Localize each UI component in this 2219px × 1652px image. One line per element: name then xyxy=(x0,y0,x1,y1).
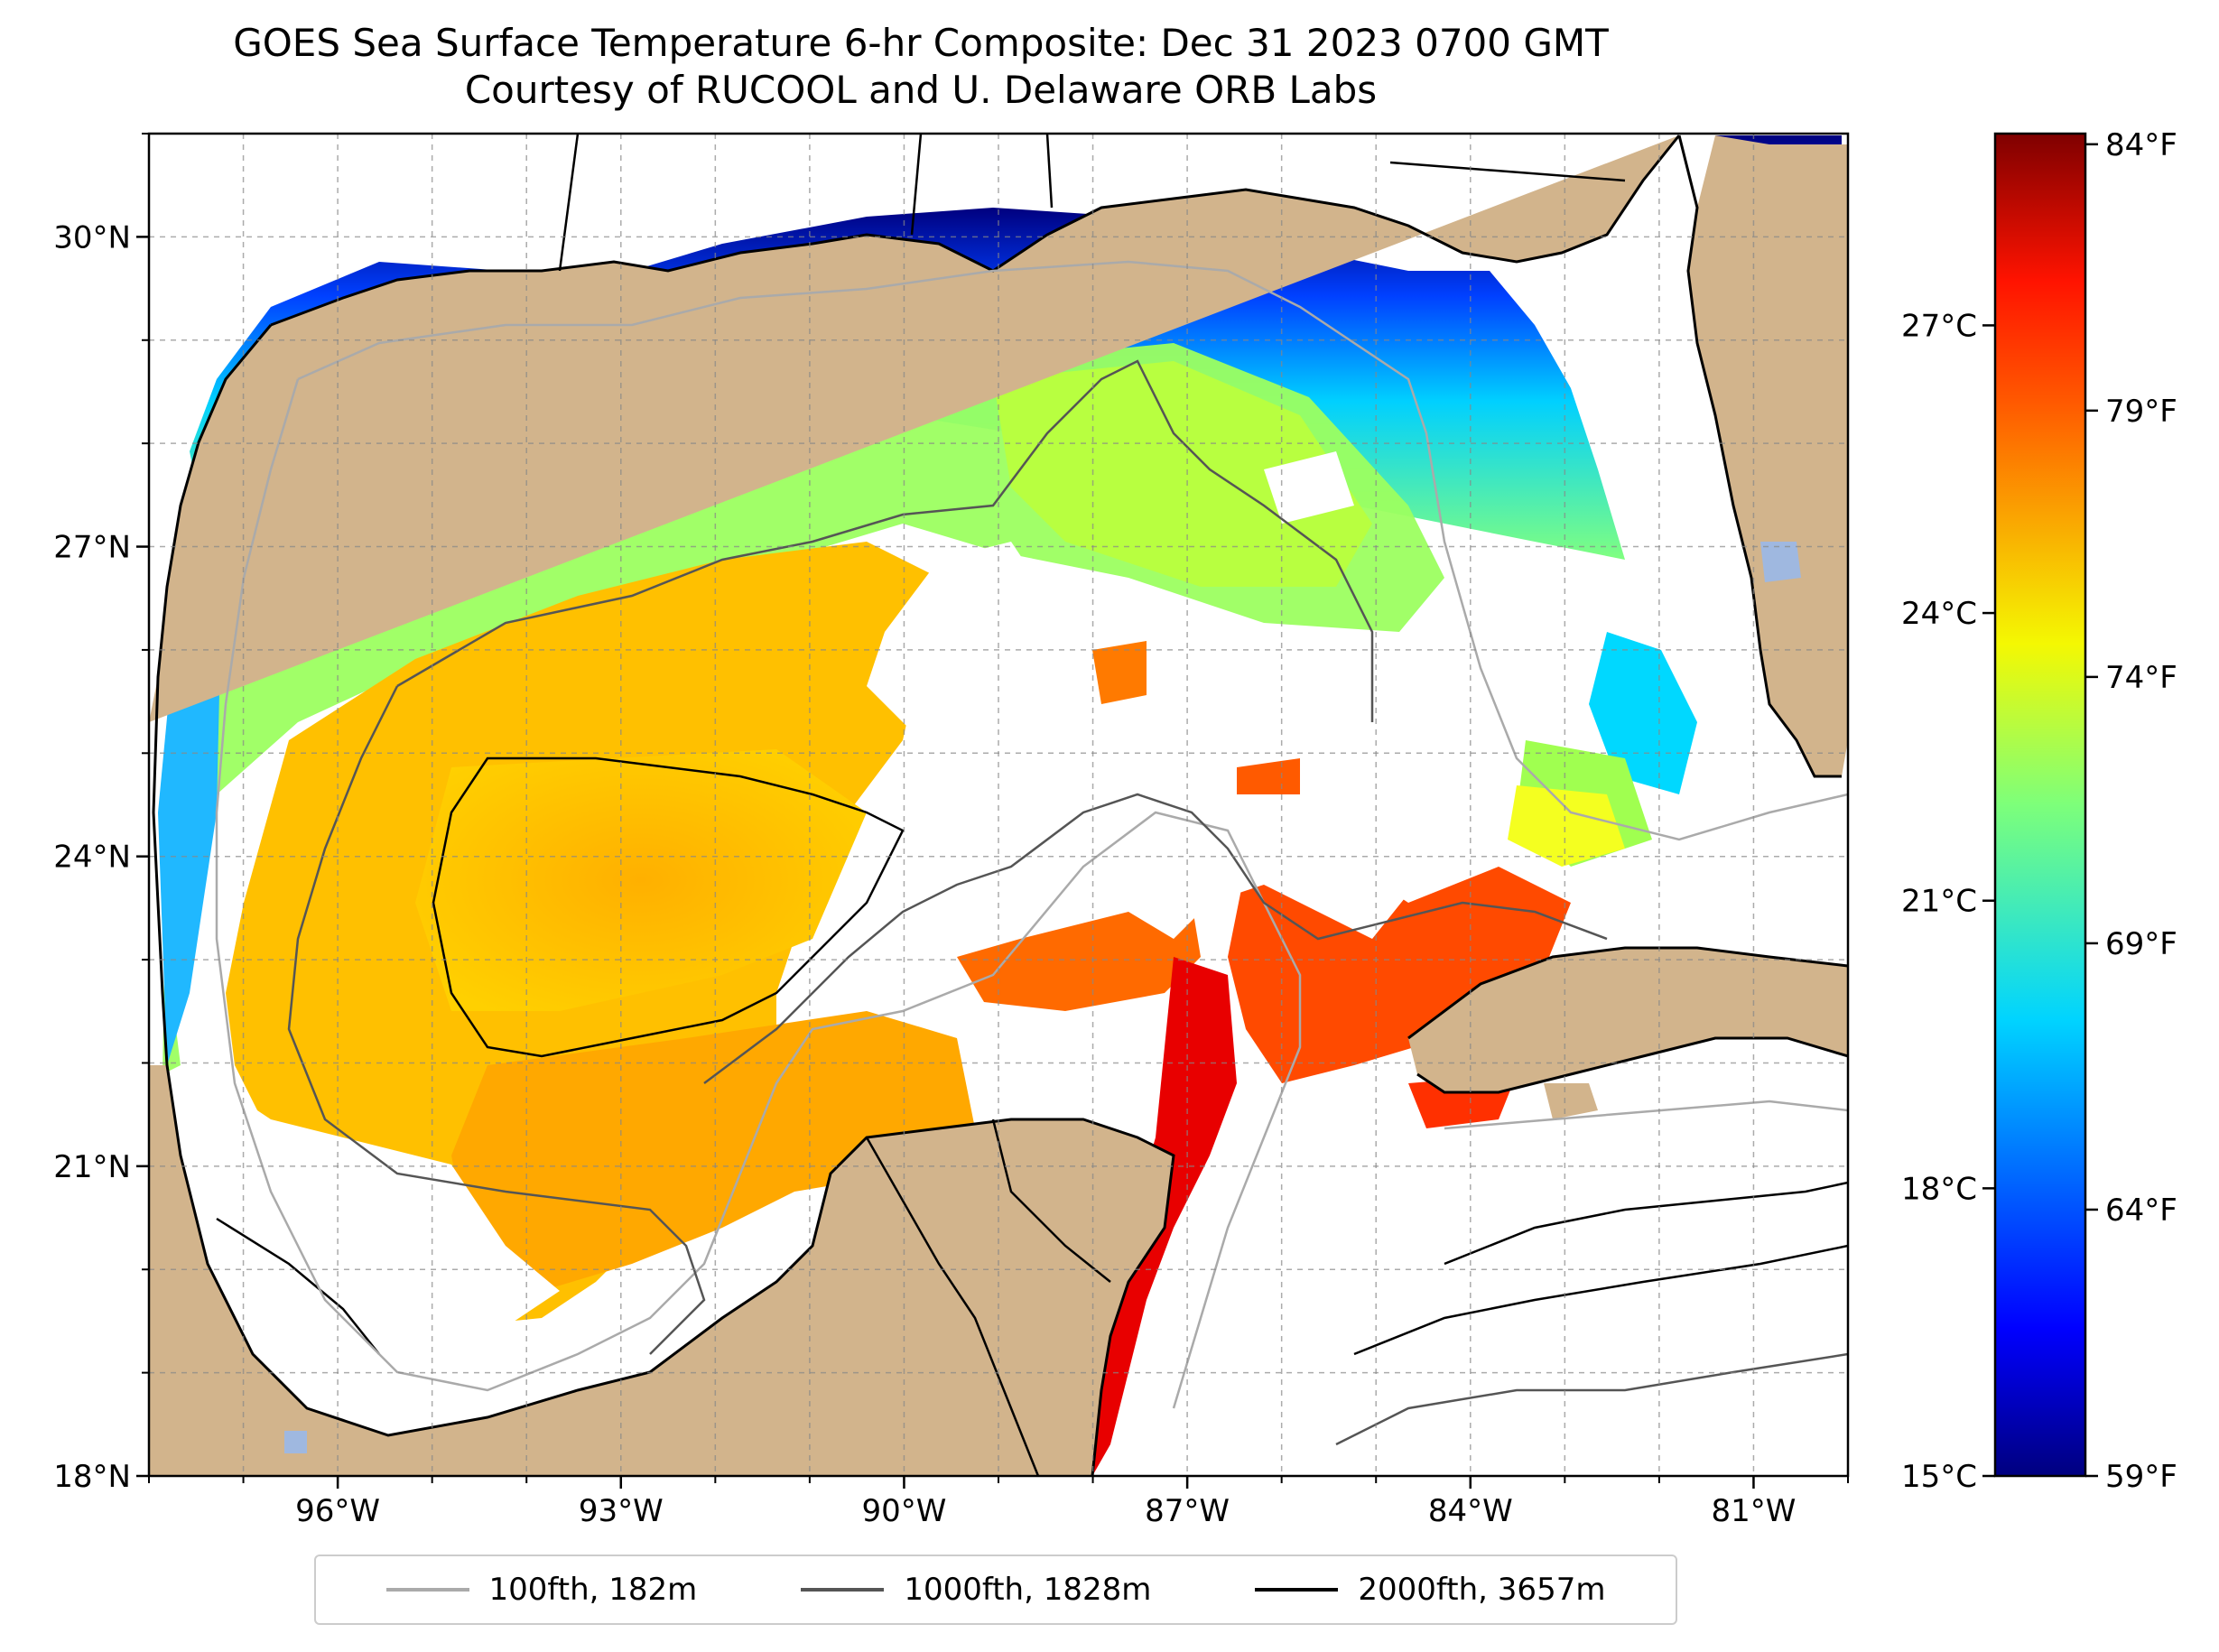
legend-label-1000fth: 1000fth, 1828m xyxy=(904,1572,1152,1608)
legend-swatch-100fth xyxy=(385,1588,469,1592)
lat-tick-label: 21°N xyxy=(53,1149,131,1185)
legend-label-100fth: 100fth, 182m xyxy=(488,1572,698,1608)
lon-tick-label: 96°W xyxy=(295,1493,380,1529)
fahrenheit-tick-label: 64°F xyxy=(2105,1193,2177,1229)
lon-tick-label: 93°W xyxy=(579,1493,664,1529)
coastlines xyxy=(152,134,1848,1476)
map-area xyxy=(149,134,1848,1476)
fahrenheit-tick-label: 59°F xyxy=(2105,1459,2177,1495)
lon-tick-label: 90°W xyxy=(861,1493,946,1529)
legend-entry-100fth: 100fth, 182m xyxy=(385,1572,698,1608)
title-line-1: GOES Sea Surface Temperature 6-hr Compos… xyxy=(233,21,1609,65)
lat-tick-label: 24°N xyxy=(53,840,131,876)
lat-tick-label: 27°N xyxy=(53,530,131,566)
celsius-tick-label: 27°C xyxy=(1901,308,1977,344)
bathymetry-contours xyxy=(215,260,1848,1446)
colorbar xyxy=(1993,132,2087,1478)
legend-swatch-2000fth xyxy=(1255,1588,1339,1592)
legend: 100fth, 182m 1000fth, 1828m 2000fth, 365… xyxy=(314,1555,1677,1625)
legend-entry-1000fth: 1000fth, 1828m xyxy=(801,1572,1151,1608)
chart-title: GOES Sea Surface Temperature 6-hr Compos… xyxy=(0,20,1842,114)
sst-field xyxy=(158,135,1842,1476)
fahrenheit-tick-label: 79°F xyxy=(2105,394,2177,430)
gridlines xyxy=(149,134,1848,1476)
legend-label-2000fth: 2000fth, 3657m xyxy=(1358,1572,1606,1608)
map-axes: 96°W 93°W 90°W 87°W 84°W 81°W 18°N 21°N 24°N 27°N… xyxy=(53,133,1849,1529)
fahrenheit-tick-label: 69°F xyxy=(2105,926,2177,962)
celsius-tick-label: 24°C xyxy=(1901,596,1977,632)
celsius-tick-label: 15°C xyxy=(1901,1459,1977,1495)
lat-tick-label: 18°N xyxy=(53,1459,131,1495)
celsius-tick-label: 18°C xyxy=(1901,1171,1977,1207)
fahrenheit-tick-label: 84°F xyxy=(2105,127,2177,163)
lat-tick-label: 30°N xyxy=(53,219,131,255)
land xyxy=(149,134,1848,1476)
celsius-tick-label: 21°C xyxy=(1901,884,1977,920)
lon-tick-label: 87°W xyxy=(1145,1493,1230,1529)
title-line-2: Courtesy of RUCOOL and U. Delaware ORB L… xyxy=(464,68,1378,112)
legend-swatch-1000fth xyxy=(801,1588,885,1592)
fahrenheit-tick-label: 74°F xyxy=(2105,660,2177,696)
legend-entry-2000fth: 2000fth, 3657m xyxy=(1255,1572,1605,1608)
lon-tick-label: 84°W xyxy=(1428,1493,1513,1529)
colorbar-axes: 15°C 18°C 21°C 24°C 27°C 59°F 64°F 69°F 74°F 79°F… xyxy=(1901,127,2177,1495)
lon-tick-label: 81°W xyxy=(1711,1493,1796,1529)
